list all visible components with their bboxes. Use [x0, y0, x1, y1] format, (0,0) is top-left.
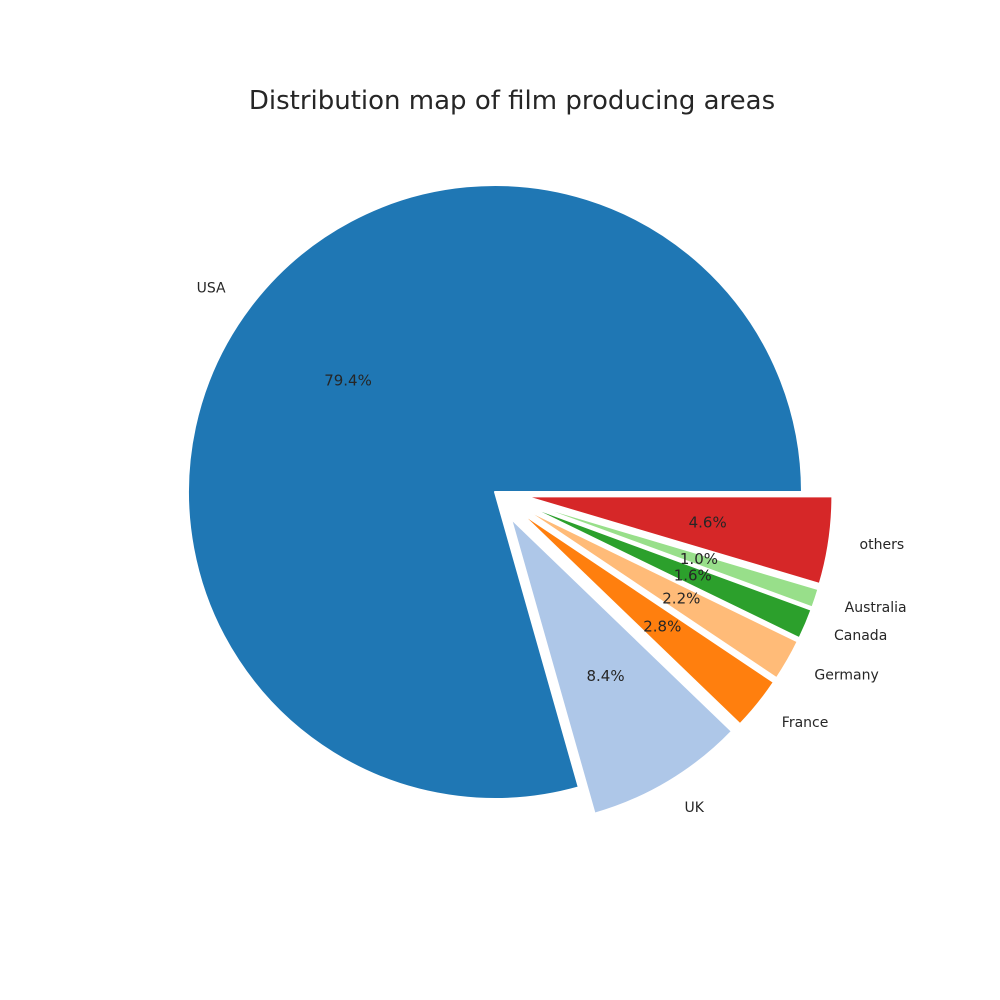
pie-slice-usa: [187, 184, 803, 800]
pie-labels: USA 79.4% UK 8.4% France 2.8% Germany 2.2% Canad…: [197, 280, 907, 816]
slice-percent-usa: 79.4%: [324, 371, 372, 389]
slice-percent-australia: 1.0%: [680, 550, 718, 568]
slice-percent-uk: 8.4%: [586, 667, 624, 685]
slice-label-uk: UK: [685, 800, 705, 816]
pie-slice-germany: [520, 506, 799, 680]
slice-label-france: France: [782, 715, 829, 731]
pie-slices: [187, 184, 834, 815]
pie-slice-canada: [522, 503, 813, 640]
slice-percent-others: 4.6%: [689, 513, 727, 531]
slice-label-canada: Canada: [834, 628, 887, 644]
slice-percent-france: 2.8%: [643, 617, 681, 635]
slice-percent-germany: 2.2%: [662, 590, 700, 608]
slice-percent-canada: 1.6%: [674, 567, 712, 585]
pie-slice-australia: [523, 500, 820, 609]
pie-slice-others: [524, 495, 834, 585]
slice-label-usa: USA: [197, 280, 226, 296]
pie-slice-france: [517, 510, 775, 726]
chart-title: Distribution map of film producing areas: [248, 86, 776, 116]
slice-label-others: others: [860, 537, 905, 553]
pie-slice-uk: [509, 517, 733, 815]
slice-label-germany: Germany: [814, 668, 878, 684]
slice-label-australia: Australia: [845, 600, 907, 616]
